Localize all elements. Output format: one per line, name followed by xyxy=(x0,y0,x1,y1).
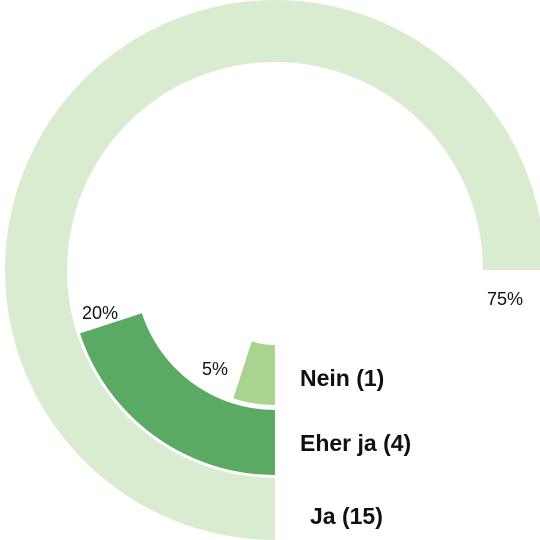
legend-label: Ja (15) xyxy=(310,503,383,529)
legend-label: Nein (1) xyxy=(300,365,384,391)
radial-bar xyxy=(233,341,275,405)
value-label: 5% xyxy=(202,359,228,379)
radial-bar xyxy=(80,313,275,475)
value-label: 75% xyxy=(487,289,523,309)
value-label: 20% xyxy=(82,303,118,323)
legend-label: Eher ja (4) xyxy=(300,430,411,456)
